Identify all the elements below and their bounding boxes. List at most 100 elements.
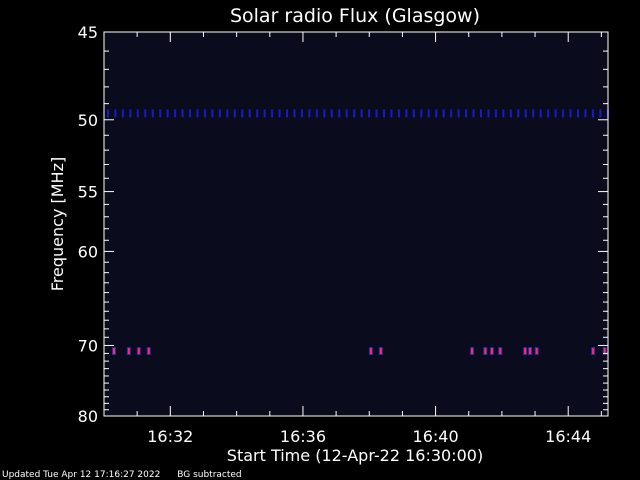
band-50-mark <box>517 109 520 118</box>
band-50-mark <box>241 109 244 118</box>
band-50-mark <box>569 109 572 118</box>
y-axis-label: Frequency [MHz] <box>48 157 67 291</box>
burst-mark <box>369 348 372 355</box>
band-50-mark <box>271 109 274 118</box>
band-50-mark <box>114 109 117 118</box>
band-50-mark <box>263 109 266 118</box>
burst-mark <box>499 348 502 355</box>
band-50-mark <box>375 109 378 118</box>
updated-timestamp: Updated Tue Apr 12 17:16:27 2022 <box>2 470 161 480</box>
x-tick-label: 16:32 <box>147 427 193 446</box>
band-50-mark <box>286 109 289 118</box>
band-50-mark <box>248 109 251 118</box>
burst-mark <box>535 348 538 355</box>
burst-mark <box>471 348 474 355</box>
band-50-mark <box>203 109 206 118</box>
band-50-mark <box>562 109 565 118</box>
burst-mark <box>484 348 487 355</box>
band-50-mark <box>405 109 408 118</box>
band-50-mark <box>189 109 192 118</box>
burst-mark <box>490 348 493 355</box>
band-50-mark <box>308 109 311 118</box>
band-50-mark <box>345 109 348 118</box>
y-tick-label: 60 <box>78 242 98 261</box>
band-50-mark <box>233 109 236 118</box>
y-tick-label: 80 <box>78 407 98 426</box>
band-50-mark <box>502 109 505 118</box>
burst-mark <box>127 348 130 355</box>
band-50-mark <box>576 109 579 118</box>
band-50-mark <box>293 109 296 118</box>
band-50-mark <box>554 109 557 118</box>
footer: Updated Tue Apr 12 17:16:27 2022 BG subt… <box>2 470 256 480</box>
band-50-mark <box>338 109 341 118</box>
band-50-mark <box>547 109 550 118</box>
band-50-mark <box>435 109 438 118</box>
band-50-mark <box>509 109 512 118</box>
burst-mark <box>592 348 595 355</box>
band-50-mark <box>494 109 497 118</box>
burst-mark <box>524 348 527 355</box>
y-tick-label: 55 <box>78 183 98 202</box>
y-tick-label: 50 <box>78 111 98 130</box>
band-50-mark <box>442 109 445 118</box>
x-axis: 16:32 16:36 16:40 16:44 <box>103 32 602 446</box>
band-50-mark <box>226 109 229 118</box>
band-50-mark <box>129 109 132 118</box>
y-tick-label: 70 <box>78 336 98 355</box>
plot-area <box>103 31 609 417</box>
band-50-mark <box>390 109 393 118</box>
band-50-mark <box>196 109 199 118</box>
band-50-mark <box>256 109 259 118</box>
band-50-mark <box>151 109 154 118</box>
band-50-mark <box>174 109 177 118</box>
burst-mark <box>137 348 140 355</box>
x-axis-label: Start Time (12-Apr-22 16:30:00) <box>227 446 483 465</box>
band-50-mark <box>121 109 124 118</box>
burst-mark <box>529 348 532 355</box>
band-50-mark <box>457 109 460 118</box>
band-50-mark <box>480 109 483 118</box>
band-50-mark <box>330 109 333 118</box>
band-50-mark <box>397 109 400 118</box>
band-50-mark <box>412 109 415 118</box>
plot-background <box>104 32 608 416</box>
burst-mark <box>603 348 606 355</box>
band-50-mark <box>532 109 535 118</box>
x-tick-label: 16:40 <box>413 427 459 446</box>
x-tick-label: 16:44 <box>545 427 591 446</box>
band-50-mark <box>524 109 527 118</box>
band-50-mark <box>300 109 303 118</box>
band-50-mark <box>315 109 318 118</box>
burst-mark <box>379 348 382 355</box>
band-50-mark <box>472 109 475 118</box>
x-tick-label: 16:36 <box>280 427 326 446</box>
band-50-mark <box>211 109 214 118</box>
band-50-mark <box>383 109 386 118</box>
band-50-mark <box>427 109 430 118</box>
band-50-mark <box>166 109 169 118</box>
band-50-mark <box>106 109 109 118</box>
band-50-mark <box>584 109 587 118</box>
chart-title: Solar radio Flux (Glasgow) <box>230 5 480 27</box>
band-50-mark <box>353 109 356 118</box>
band-50-mark <box>591 109 594 118</box>
band-50-mark <box>218 109 221 118</box>
band-50-mark <box>539 109 542 118</box>
burst-mark <box>147 348 150 355</box>
bg-note: BG subtracted <box>177 470 242 480</box>
band-50-mark <box>450 109 453 118</box>
band-50-mark <box>144 109 147 118</box>
y-tick-label: 45 <box>78 23 98 42</box>
band-50-mark <box>181 109 184 118</box>
band-50-mark <box>159 109 162 118</box>
band-50-mark <box>323 109 326 118</box>
band-50-mark <box>487 109 490 118</box>
plot-frame <box>103 31 609 417</box>
y-axis: 45 50 55 60 70 80 <box>78 23 608 426</box>
band-50-mark <box>599 109 602 118</box>
band-50-mark <box>420 109 423 118</box>
band-50-mark <box>136 109 139 118</box>
band-50-mark <box>368 109 371 118</box>
